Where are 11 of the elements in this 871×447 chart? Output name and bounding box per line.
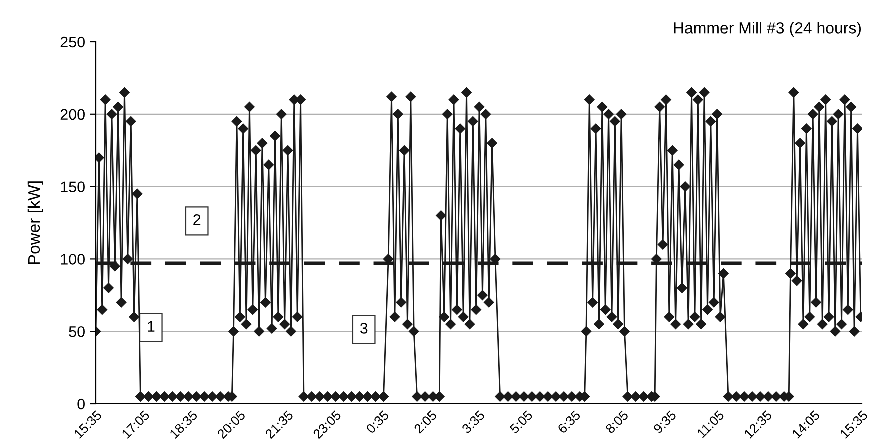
y-tick-label: 100: [61, 254, 85, 265]
y-tick-label: 200: [60, 109, 85, 120]
annotation: 1: [148, 321, 155, 332]
y-tick-label: 0: [78, 398, 85, 410]
chart-title: Hammer Mill #3 (24 hours): [674, 22, 862, 37]
y-axis-title: Power [kW]: [28, 182, 44, 264]
y-tick-label: 250: [60, 36, 85, 48]
annotation: 3: [360, 323, 368, 334]
y-tick-label: 50: [69, 326, 85, 338]
annotation: 2: [194, 214, 201, 226]
y-tick-label: 150: [61, 182, 85, 192]
